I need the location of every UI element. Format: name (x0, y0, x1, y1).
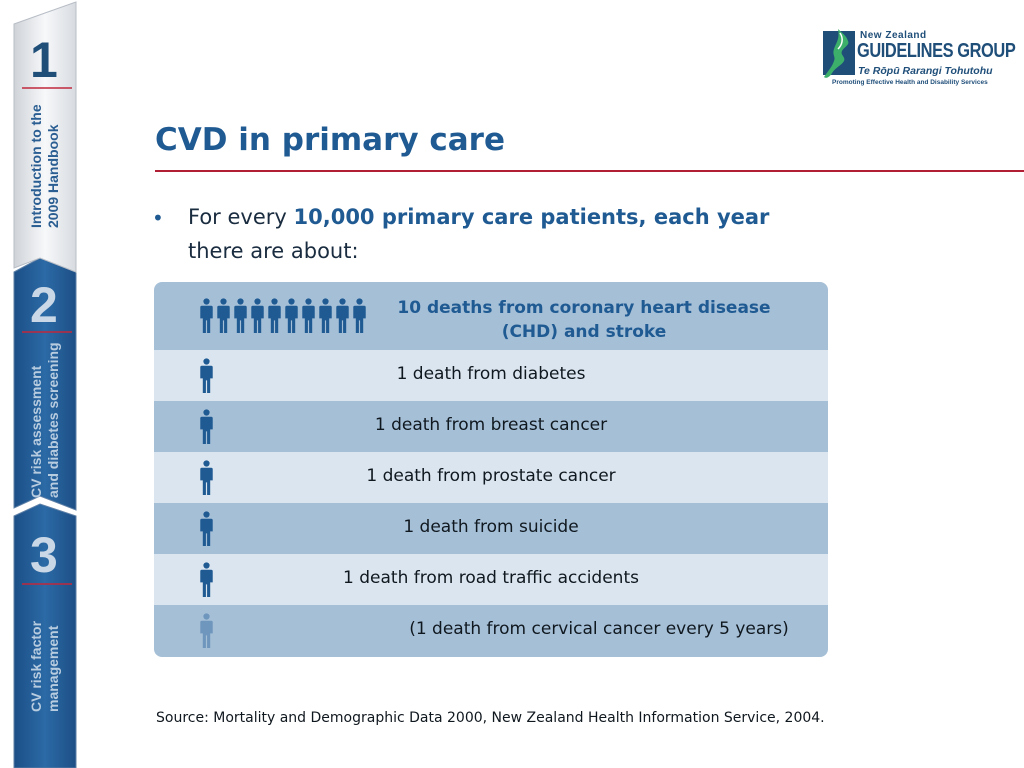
deaths-table: 10 deaths from coronary heart disease (C… (154, 282, 828, 657)
table-header-row: 10 deaths from coronary heart disease (C… (154, 282, 828, 350)
tab-1-number[interactable]: 1 (30, 32, 58, 88)
guidelines-group-logo: New Zealand GUIDELINES GROUP Te Rōpū Rar… (820, 27, 1016, 89)
person-icon (200, 358, 213, 393)
row-person-icon (198, 511, 215, 546)
table-header-text: 10 deaths from coronary heart disease (C… (354, 296, 814, 344)
person-icon (302, 298, 315, 333)
row-person-icon (198, 409, 215, 444)
tab-2-label-line2: and diabetes screening (45, 342, 61, 498)
source-note: Source: Mortality and Demographic Data 2… (156, 710, 825, 726)
bullet-prefix: For every (188, 205, 294, 229)
header-person-icons (198, 298, 368, 333)
row-person-icon (198, 613, 215, 648)
person-icon (200, 511, 213, 546)
tab-2-label[interactable]: CV risk assessment and diabetes screenin… (28, 342, 62, 498)
person-icon (200, 613, 213, 648)
row-person-icon (198, 562, 215, 597)
person-icon (200, 298, 213, 333)
tab-3-label-line1: CV risk factor (28, 620, 44, 712)
table-row-text: 1 death from diabetes (396, 364, 586, 384)
table-row: 1 death from prostate cancer (154, 452, 828, 503)
tab-1-label-line2: 2009 Handbook (45, 124, 61, 228)
bullet-line1: For every 10,000 primary care patients, … (188, 205, 769, 229)
person-icon (217, 298, 230, 333)
table-row: 1 death from diabetes (154, 350, 828, 401)
title-divider (155, 170, 1024, 172)
bullet-line2: there are about: (188, 239, 359, 263)
table-row-text: 1 death from road traffic accidents (343, 568, 639, 588)
person-icon (285, 298, 298, 333)
row-person-icon (198, 358, 215, 393)
tab-3-label-line2: management (45, 625, 61, 712)
section-tabs-graphic (13, 1, 77, 768)
table-row: 1 death from suicide (154, 503, 828, 554)
person-icon (336, 298, 349, 333)
tab-3-label[interactable]: CV risk factor management (28, 621, 62, 712)
table-row-text: 1 death from breast cancer (374, 415, 608, 435)
person-icon (251, 298, 264, 333)
tab-1-label-line1: Introduction to the (28, 104, 44, 228)
person-icon (200, 460, 213, 495)
bullet-highlight: 10,000 primary care patients, each year (293, 205, 770, 229)
logo-line3: Te Rōpū Rarangi Tohutohu (858, 65, 993, 77)
tab-2-label-line1: CV risk assessment (28, 365, 44, 498)
section-tabs: 1 Introduction to the 2009 Handbook 2 CV… (0, 0, 80, 768)
table-row-text: 1 death from suicide (403, 517, 579, 537)
logo-line2: GUIDELINES GROUP (857, 40, 1016, 62)
bullet-marker: • (152, 206, 164, 230)
table-row: 1 death from breast cancer (154, 401, 828, 452)
nz-map-logo-icon (823, 29, 855, 78)
table-row-text: 1 death from prostate cancer (366, 466, 616, 486)
table-header-line2: (CHD) and stroke (501, 322, 667, 342)
logo-tagline: Promoting Effective Health and Disabilit… (832, 79, 988, 86)
table-row: 1 death from road traffic accidents (154, 554, 828, 605)
tab-1-label[interactable]: Introduction to the 2009 Handbook (28, 104, 62, 228)
row-person-icon (198, 460, 215, 495)
table-row: (1 death from cervical cancer every 5 ye… (154, 605, 828, 657)
table-header-line1: 10 deaths from coronary heart disease (397, 298, 771, 318)
person-icon (200, 409, 213, 444)
tab-3-number[interactable]: 3 (30, 527, 58, 583)
tab-2-number[interactable]: 2 (30, 277, 58, 333)
table-row-text: (1 death from cervical cancer every 5 ye… (409, 619, 789, 639)
person-icon (200, 562, 213, 597)
person-icon (268, 298, 281, 333)
slide-title: CVD in primary care (155, 122, 505, 158)
person-icon (234, 298, 247, 333)
person-icon (353, 298, 366, 333)
logo-line1: New Zealand (860, 30, 927, 41)
person-icon (319, 298, 332, 333)
